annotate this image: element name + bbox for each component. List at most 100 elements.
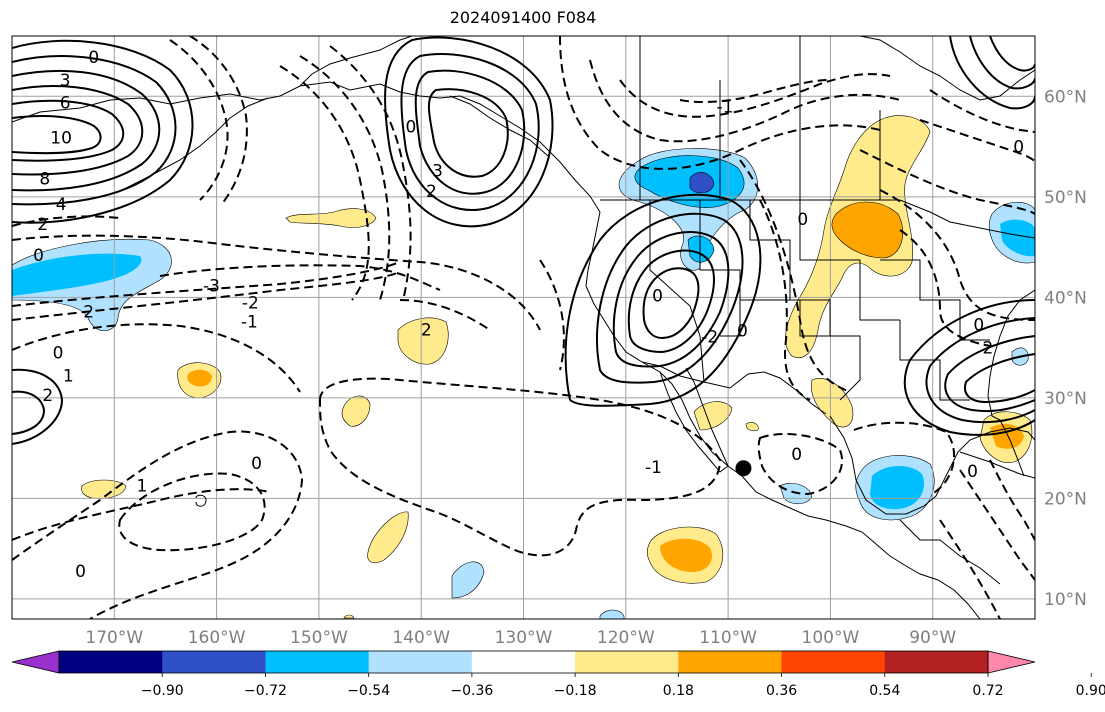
colorbar-tick-label: 0.18 (663, 683, 694, 699)
contour-pos-hudson-2 (969, 36, 1035, 90)
contour-neg-east-4 (919, 119, 1035, 163)
coastline-pacific-nw-islands (449, 95, 549, 157)
contour-label: 0 (75, 562, 86, 582)
gridlines (12, 36, 1035, 619)
border-central-america (899, 519, 1001, 585)
colorbar-tick-label: 0.90 (1076, 683, 1105, 699)
contour-label: -2 (701, 328, 718, 348)
lon-tick-label: 100°W (802, 628, 860, 648)
contour-pos-southeast-1 (903, 299, 1035, 436)
contour-neg-subtropical-1 (12, 271, 401, 321)
contour-neg-east-pac (12, 488, 271, 541)
contour-label: 6 (60, 93, 71, 113)
contour-label: -3 (203, 276, 220, 296)
contour-pos-west-5 (12, 99, 125, 162)
coastline-alaska (12, 81, 601, 213)
contour-pos-southeast-3 (944, 335, 1035, 413)
contour-neg-east-2 (879, 189, 1035, 321)
contour-label: -1 (241, 312, 258, 332)
contour-neg-canada-3 (619, 73, 891, 118)
contour-label: -1 (645, 458, 662, 478)
colorbar-segment (575, 651, 679, 673)
lon-tick-label: 140°W (392, 628, 450, 648)
contour-neg-nw-corner-2 (189, 36, 248, 205)
border-state-2 (699, 200, 741, 337)
map-title: 2024091400 F084 (449, 8, 597, 27)
colorbar-segment (59, 651, 163, 673)
contour-pos-gulf-alaska-3 (414, 69, 526, 195)
colorbar-tick-label: −0.54 (347, 683, 390, 699)
contour-label: 2 (42, 386, 53, 406)
contour-pos-west-3 (12, 69, 161, 192)
coastline-east-us (987, 289, 1035, 421)
contour-neg-nw-corner (169, 39, 229, 201)
contour-neg-south-1 (989, 459, 1035, 541)
colorbar-tick-label: −0.18 (554, 683, 597, 699)
contour-label: 3 (60, 71, 71, 91)
colorbar-tick-label: −0.90 (141, 683, 184, 699)
coastline-alaska-north (299, 36, 413, 87)
contour-pos-sw-1 (12, 368, 64, 445)
lon-tick-label: 130°W (495, 628, 553, 648)
contour-label: 0 (967, 462, 978, 482)
contour-neg-east-5 (929, 89, 1035, 133)
contour-label: 0 (791, 445, 802, 465)
colorbar-min-extension (11, 650, 60, 674)
contour-label: 10 (50, 129, 72, 149)
contour-neg-west-pac-1 (12, 215, 121, 227)
lon-tick-label: 170°W (85, 628, 143, 648)
contour-neg-zero-2 (12, 430, 304, 619)
contour-neg-bc-1 (279, 65, 370, 301)
colorbar-segment (368, 651, 473, 673)
contour-pos-west-6 (12, 115, 102, 155)
positive-anomaly-hawaii-north-core (187, 369, 212, 387)
contour-pos-sw-2 (12, 390, 46, 435)
contour-neg-subtropical-2 (12, 261, 401, 307)
lat-tick-label: 10°N (1044, 590, 1087, 610)
border-state-3 (749, 200, 831, 336)
contour-neg-south-3 (939, 519, 1001, 619)
colorbar-max-extension (987, 650, 1036, 674)
contour-label: 0 (797, 210, 808, 230)
colorbar-segment (471, 651, 576, 673)
contour-label: 2 (83, 302, 94, 322)
contour-label: 4 (56, 195, 67, 215)
lat-tick-label: 20°N (1044, 489, 1087, 509)
contour-label: 0 (652, 286, 663, 306)
contour-pos-hudson-1 (949, 36, 1035, 110)
contour-pos-west-us-2 (596, 212, 744, 384)
contour-label: 0 (737, 322, 748, 342)
contour-pos-west-us-5 (642, 267, 700, 340)
positive-anomaly-small-a (341, 395, 371, 427)
contour-label: -1 (717, 97, 734, 117)
colorbar-segment (162, 651, 266, 673)
positive-anomaly-gulf-ca (745, 422, 759, 432)
lat-tick-label: 40°N (1044, 288, 1087, 308)
contour-neg-subtropical-4 (12, 234, 541, 331)
longitude-axis: 170°W 160°W 150°W 140°W 130°W 120°W 110°W 100°W… (85, 628, 956, 648)
positive-anomaly-baja (693, 401, 733, 431)
contour-label: -2 (242, 293, 259, 313)
lon-tick-label: 90°W (909, 628, 956, 648)
colorbar: −0.90 −0.72 −0.54 −0.36 −0.18 0.18 0.36 0.54 0.7… (11, 650, 1105, 699)
colorbar-segment (781, 651, 886, 673)
contour-label: 2 (983, 339, 994, 359)
contour-label: 3 (432, 162, 443, 182)
contour-label: 2 (37, 215, 48, 235)
negative-contours (12, 36, 1035, 619)
contour-label: 0 (88, 48, 99, 68)
border-canada-provinces (639, 36, 881, 200)
negative-anomaly-small-2 (451, 561, 485, 599)
contour-neg-center-2 (399, 299, 491, 331)
contour-neg-zero-1 (12, 323, 301, 393)
contour-pos-west-us-4 (627, 249, 715, 354)
positive-anomaly-pacific-mexico-core (660, 538, 712, 572)
positive-anomaly-ne-pacific (397, 317, 449, 365)
contour-neg-zero-3 (118, 472, 266, 552)
coastline-hawaii (195, 494, 207, 507)
positive-anomaly-texas (811, 378, 854, 428)
lat-tick-label: 30°N (1044, 389, 1087, 409)
